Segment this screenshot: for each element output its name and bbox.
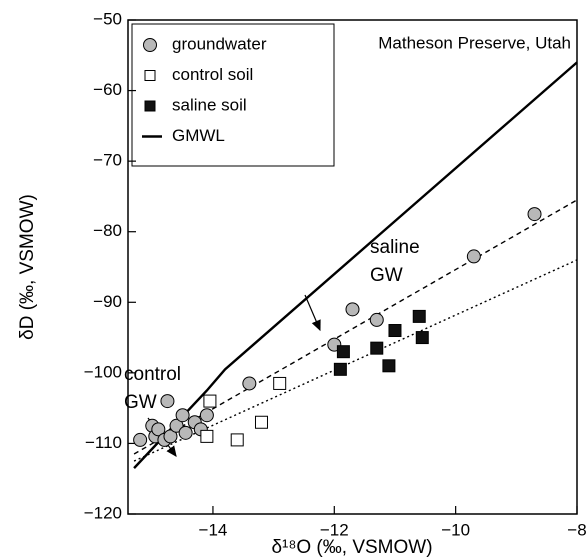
point	[333, 362, 347, 376]
y-tick-label: −120	[84, 503, 122, 522]
legend-marker	[144, 70, 156, 81]
x-tick-label: −10	[441, 520, 470, 539]
y-tick-label: −100	[84, 362, 122, 381]
point	[412, 309, 426, 323]
annotation: saline	[370, 237, 420, 258]
legend-marker	[143, 38, 157, 52]
point	[336, 345, 350, 359]
point	[345, 302, 360, 317]
point	[133, 432, 148, 447]
point	[382, 359, 396, 373]
point	[254, 415, 268, 429]
point	[242, 376, 257, 391]
point	[527, 207, 542, 222]
y-tick-label: −60	[93, 80, 122, 99]
point	[388, 324, 402, 338]
point	[230, 433, 244, 447]
y-axis-label: δD (‰, VSMOW)	[17, 194, 38, 340]
x-axis-label: δ¹⁸O (‰, VSMOW)	[271, 537, 432, 558]
plot-frame	[127, 19, 578, 515]
point	[466, 249, 481, 264]
legend-marker	[144, 100, 156, 112]
x-tick-label: −14	[199, 520, 228, 539]
annotation: Matheson Preserve, Utah	[378, 33, 571, 52]
y-tick-label: −80	[93, 221, 122, 240]
point	[369, 312, 384, 327]
point	[199, 408, 214, 423]
annotation: GW	[124, 392, 157, 413]
legend-label: GMWL	[172, 126, 225, 145]
legend-box	[131, 23, 335, 167]
point	[370, 341, 384, 355]
x-tick-label: −8	[567, 520, 586, 539]
point	[151, 422, 166, 437]
y-tick-label: −70	[93, 151, 122, 170]
annotation: control	[124, 364, 181, 385]
point	[273, 376, 287, 390]
x-tick-label: −12	[320, 520, 349, 539]
y-tick-label: −90	[93, 292, 122, 311]
point	[200, 429, 214, 443]
annotation: GW	[370, 265, 403, 286]
legend-label: saline soil	[172, 95, 247, 114]
fit-line	[133, 259, 578, 462]
point	[160, 394, 175, 409]
point	[163, 429, 178, 444]
point	[415, 331, 429, 345]
fit-line	[133, 61, 578, 469]
annotation-arrow	[304, 294, 321, 332]
legend-label: groundwater	[172, 34, 267, 53]
y-tick-label: −110	[85, 433, 122, 452]
point	[178, 425, 193, 440]
y-tick-label: −50	[93, 9, 122, 28]
point	[203, 394, 217, 408]
point	[175, 408, 190, 423]
legend-label: control soil	[172, 65, 253, 84]
